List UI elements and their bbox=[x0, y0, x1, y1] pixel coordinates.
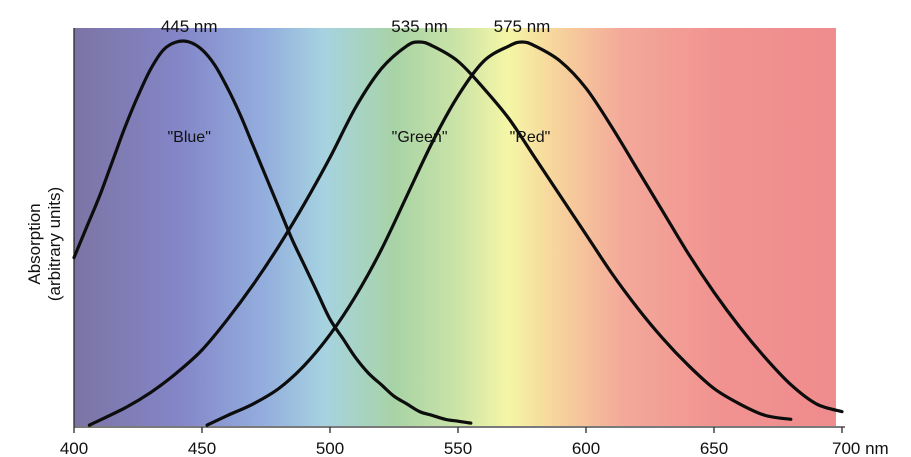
x-tick-label-5: 650 bbox=[700, 439, 728, 457]
series-curve-green bbox=[87, 40, 793, 427]
series-curve-red bbox=[205, 40, 844, 427]
x-tick-label-0: 400 bbox=[60, 439, 88, 457]
peak-label-red: 575 nm bbox=[494, 17, 551, 36]
spectrum-background bbox=[74, 28, 836, 426]
y-axis-title: Absorption (arbitrary units) bbox=[25, 187, 64, 301]
x-ticks: 400 450 500 550 600 650 700 nm bbox=[60, 427, 889, 457]
series-label-green: "Green" bbox=[392, 129, 448, 146]
y-axis-title-main: Absorption bbox=[25, 203, 44, 284]
series-labels: 445 nm "Blue" 535 nm "Green" 575 nm "Red" bbox=[161, 17, 551, 146]
y-axis-title-sub: (arbitrary units) bbox=[45, 187, 64, 301]
x-tick-label-4: 600 bbox=[572, 439, 600, 457]
series-curve-blue bbox=[72, 39, 473, 425]
series-curves bbox=[72, 39, 844, 427]
peak-label-blue: 445 nm bbox=[161, 17, 218, 36]
x-tick-label-2: 500 bbox=[316, 439, 344, 457]
x-tick-label-6: 700 nm bbox=[832, 439, 889, 457]
x-tick-label-1: 450 bbox=[188, 439, 216, 457]
series-label-blue: "Blue" bbox=[168, 129, 211, 146]
series-label-red: "Red" bbox=[510, 129, 551, 146]
x-tick-label-3: 550 bbox=[444, 439, 472, 457]
peak-label-green: 535 nm bbox=[391, 17, 448, 36]
